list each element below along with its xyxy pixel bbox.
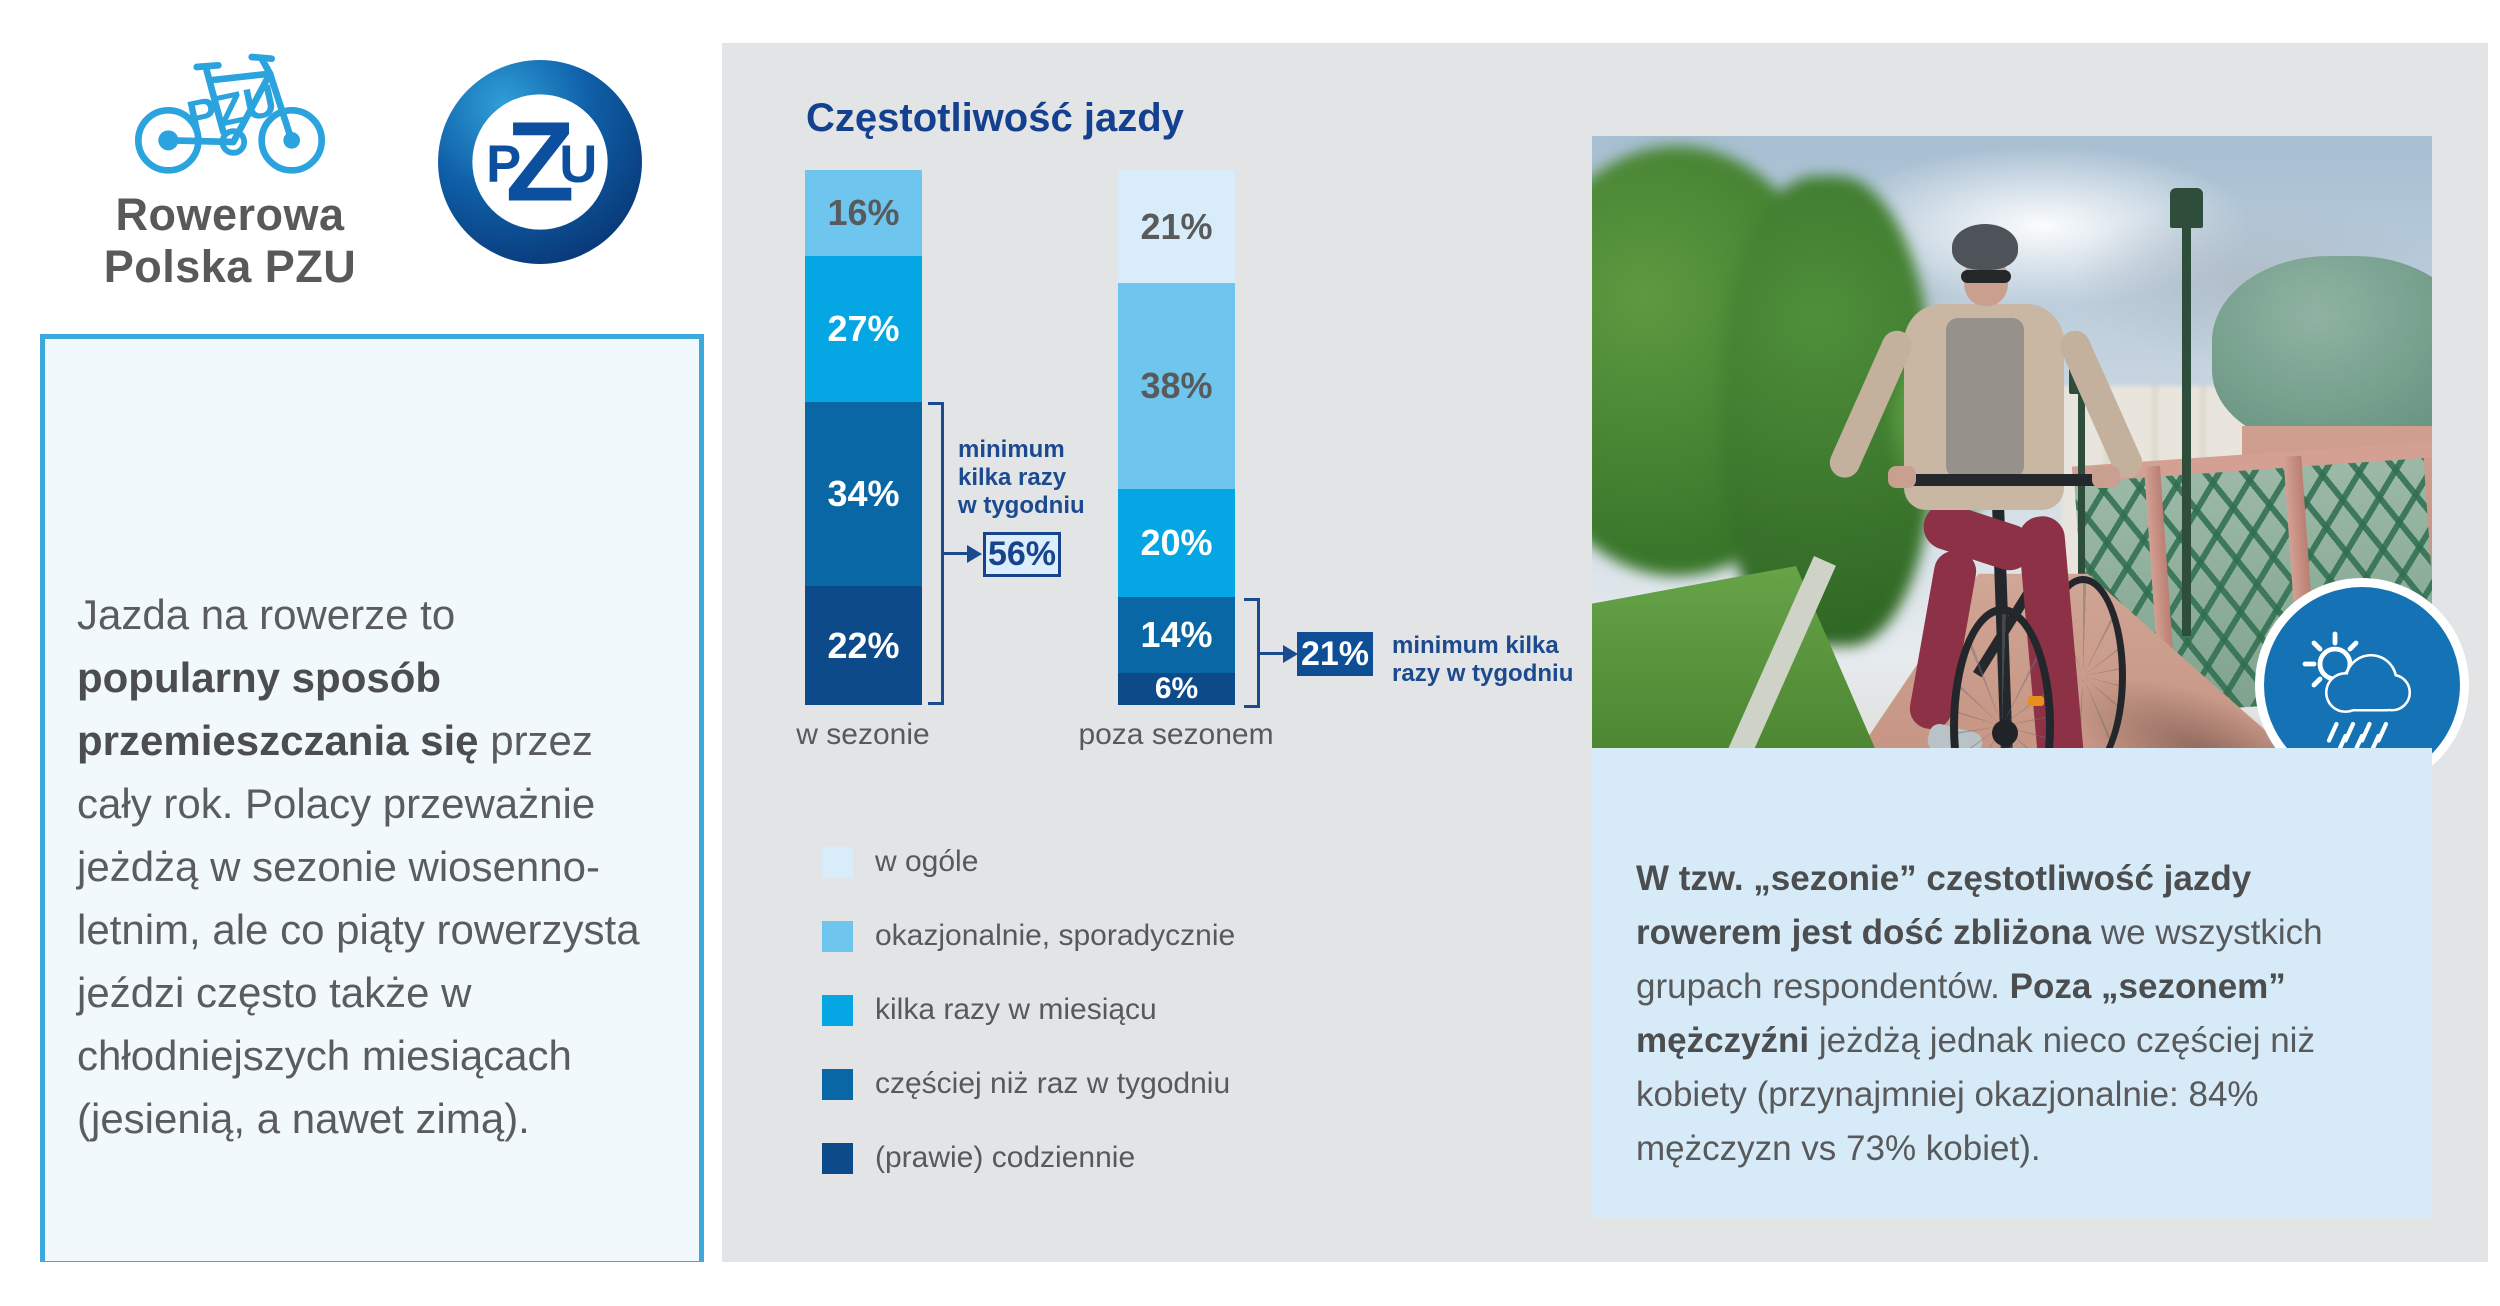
photo-hand: [2092, 466, 2120, 488]
callout-note-line: minimum: [958, 436, 1065, 463]
bar-segment: 34%: [805, 402, 922, 587]
bar-segment-value: 20%: [1140, 521, 1213, 563]
photo-lamp-head: [2170, 188, 2203, 228]
bracket-offseason: [1244, 598, 1260, 708]
bar-segment-value: 14%: [1140, 613, 1213, 655]
arrow-head-offseason: [1283, 645, 1298, 663]
photo-sunglasses: [1961, 270, 2011, 283]
bar-segment: 22%: [805, 586, 922, 705]
legend-label: kilka razy w miesiącu: [875, 993, 1157, 1026]
brand-name-line2: Polska PZU: [103, 241, 357, 292]
photo-crank: [1992, 720, 2018, 746]
legend-label: w ogóle: [875, 845, 979, 878]
axis-label-poza-sezonem: poza sezonem: [1078, 718, 1274, 751]
bar-segment-value: 21%: [1140, 205, 1213, 247]
photo-helmet: [1952, 224, 2018, 270]
axis-label-w-sezonie: w sezonie: [796, 718, 930, 751]
bicycle-icon: PZU: [135, 53, 325, 174]
pzu-oval-logo: P Z U: [438, 60, 642, 264]
bike-logo-pzu-letters: PZU: [182, 74, 281, 143]
legend-item: kilka razy w miesiącu: [822, 993, 1157, 1027]
legend-label: częściej niż raz w tygodniu: [875, 1067, 1231, 1100]
legend-item: (prawie) codziennie: [822, 1141, 1135, 1175]
pzu-letter-u: U: [559, 135, 597, 194]
bar-segment-value: 16%: [827, 192, 900, 234]
legend-item: w ogóle: [822, 845, 978, 879]
photo-shirt: [1946, 318, 2024, 478]
bar-segment: 16%: [805, 170, 922, 257]
bar-segment-value: 34%: [827, 473, 900, 515]
photo-handlebar: [1890, 474, 2120, 486]
pzu-letter-p: P: [486, 135, 521, 194]
bar-segment-value: 22%: [827, 624, 900, 666]
photo-reflector: [2028, 696, 2044, 706]
legend-label: okazjonalnie, sporadycznie: [875, 919, 1236, 952]
bar-segment: 14%: [1118, 596, 1235, 673]
intro-box: Jazda na rowerze to popularny sposób prz…: [40, 334, 704, 1266]
brand-name-line1: Rowerowa: [115, 189, 345, 240]
arrow-offseason: [1260, 652, 1290, 655]
brand-block: PZU Rowerowa Polska PZU: [55, 52, 405, 293]
legend-swatch: [822, 846, 853, 878]
legend-swatch: [822, 920, 853, 952]
photo-hand: [1888, 466, 1916, 488]
callout-note-line: minimum kilka: [1392, 632, 1559, 659]
legend-swatch: [822, 1068, 853, 1100]
sun-cloud-rain-icon: [2302, 631, 2412, 755]
legend-swatch: [822, 994, 853, 1026]
callout-value-offseason: 21%: [1297, 632, 1373, 676]
brand-name: Rowerowa Polska PZU: [55, 189, 405, 293]
bar-segment-value: 6%: [1154, 671, 1199, 705]
photo-lamp-post: [2078, 386, 2085, 596]
callout-note-line: w tygodniu: [958, 492, 1085, 519]
chart-title: Częstotliwość jazdy: [806, 96, 1184, 140]
arrow-season: [944, 552, 976, 555]
summary-part2: jeżdżą jednak nieco częściej niż kobiety…: [1636, 1021, 2315, 1168]
bar-segment: 38%: [1118, 283, 1235, 489]
intro-part1: Jazda na rowerze to: [77, 591, 456, 638]
legend-swatch: [822, 1142, 853, 1174]
photo-planter: [2212, 256, 2432, 446]
callout-value-season: 56%: [983, 532, 1061, 577]
summary-paragraph: W tzw. „sezonie” częstotliwość jazdy row…: [1636, 852, 2388, 1176]
arrow-head-season: [967, 545, 982, 563]
bar-segment: 27%: [805, 256, 922, 403]
footer-margin: [0, 1262, 2500, 1306]
bar-segment: 6%: [1118, 671, 1235, 705]
callout-note-line: kilka razy: [958, 464, 1067, 491]
bar-segment-value: 27%: [827, 308, 900, 350]
legend-item: częściej niż raz w tygodniu: [822, 1067, 1230, 1101]
photo-lamp-post: [2182, 216, 2191, 636]
summary-bold2: Poza „sezonem” mężczyźni: [1636, 967, 2286, 1060]
bar-segment: 20%: [1118, 488, 1235, 597]
pzu-letter-z: Z: [505, 98, 574, 224]
callout-note-season: minimum kilka razy w tygodniu: [958, 436, 1085, 520]
summary-part1: we wszystkich grupach respondentów.: [1636, 913, 2323, 1006]
legend-item: okazjonalnie, sporadycznie: [822, 919, 1235, 953]
bar-w-sezonie: 16% 27% 34% 22%: [805, 170, 922, 705]
summary-bold1: W tzw. „sezonie” częstotliwość jazdy row…: [1636, 859, 2252, 952]
intro-paragraph: Jazda na rowerze to popularny sposób prz…: [77, 583, 667, 1150]
bracket-season: [928, 402, 944, 705]
bar-poza-sezonem: 21% 38% 20% 14% 6%: [1118, 170, 1235, 705]
intro-bold: popularny sposób przemieszczania się: [77, 654, 479, 764]
legend-label: (prawie) codziennie: [875, 1141, 1136, 1174]
callout-note-line: razy w tygodniu: [1392, 660, 1574, 687]
intro-part2: przez cały rok. Polacy przeważnie jeżdżą…: [77, 717, 640, 1142]
bar-segment-value: 38%: [1140, 365, 1213, 407]
bar-segment: 21%: [1118, 170, 1235, 284]
callout-note-offseason: minimum kilka razy w tygodniu: [1392, 632, 1573, 688]
summary-box: W tzw. „sezonie” częstotliwość jazdy row…: [1592, 748, 2432, 1218]
